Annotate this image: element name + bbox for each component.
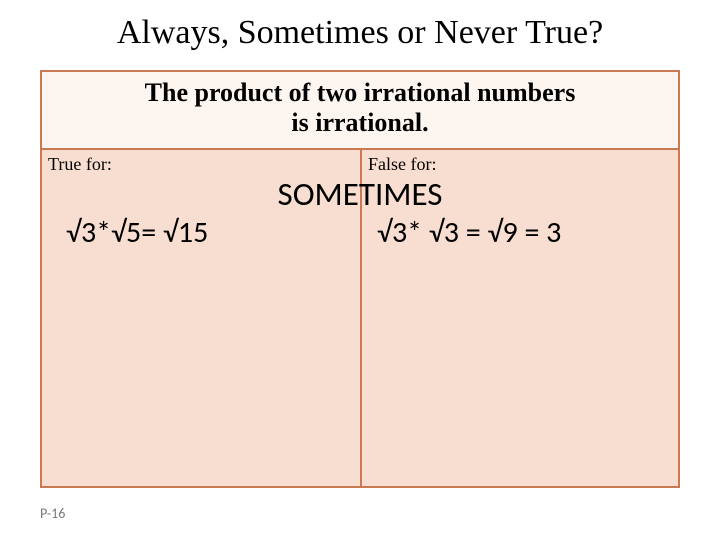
page-number: P-16 [40, 505, 65, 522]
statement-line-2: is irrational. [291, 108, 428, 137]
slide-title: Always, Sometimes or Never True? [0, 0, 720, 52]
body-row: True for: False for: SOMETIMES √3*√5= √1… [40, 148, 680, 488]
false-work: √3* √3 = √9 = 3 [377, 214, 561, 251]
statement-line-1: The product of two irrational numbers [145, 78, 576, 107]
content-table: The product of two irrational numbers is… [40, 70, 680, 488]
true-column: True for: [42, 150, 362, 486]
false-column: False for: [362, 150, 680, 486]
slide: Always, Sometimes or Never True? The pro… [0, 0, 720, 540]
false-header: False for: [362, 150, 680, 175]
true-header: True for: [42, 150, 360, 175]
statement-cell: The product of two irrational numbers is… [40, 70, 680, 148]
true-work: √3*√5= √15 [66, 214, 208, 251]
